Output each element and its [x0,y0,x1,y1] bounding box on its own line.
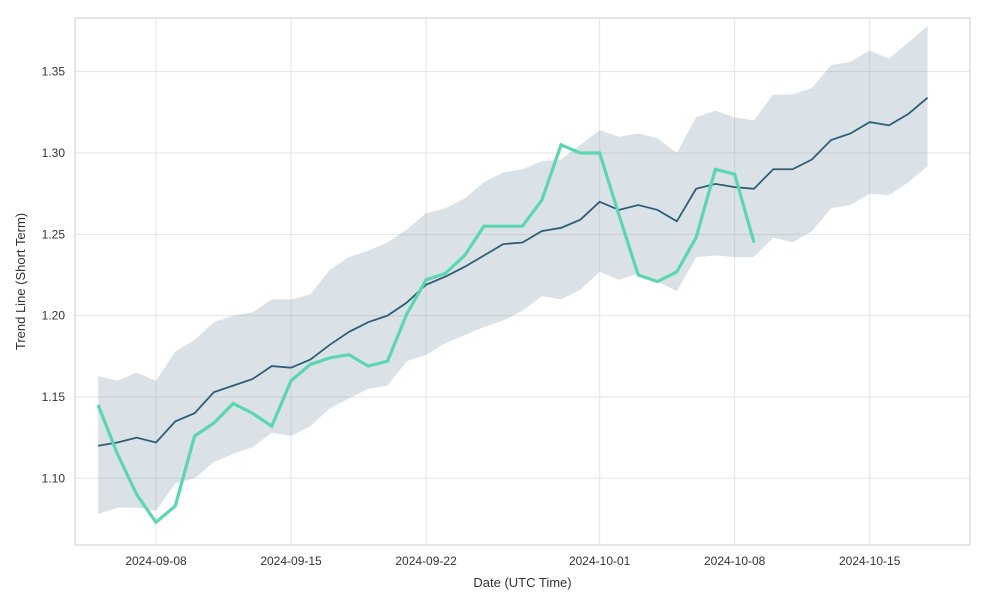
x-tick-label: 2024-09-22 [395,554,457,568]
x-tick-label: 2024-10-08 [704,554,766,568]
trend-chart: 1.10 1.15 1.20 1.25 1.30 1.35 2024-09-08 2024-0… [0,0,1000,600]
y-tick-label: 1.25 [42,227,66,241]
x-axis-label: Date (UTC Time) [473,575,571,590]
x-tick-label: 2024-09-15 [260,554,322,568]
x-tick-label: 2024-10-01 [569,554,631,568]
y-tick-label: 1.15 [42,390,66,404]
y-axis-label: Trend Line (Short Term) [13,213,28,350]
x-tick-label: 2024-10-15 [839,554,901,568]
y-tick-label: 1.10 [42,471,66,485]
y-tick-label: 1.30 [42,146,66,160]
x-tick-label: 2024-09-08 [125,554,187,568]
y-tick-label: 1.35 [42,65,66,79]
y-tick-label: 1.20 [42,309,66,323]
chart-svg: 1.10 1.15 1.20 1.25 1.30 1.35 2024-09-08 2024-0… [0,0,1000,600]
